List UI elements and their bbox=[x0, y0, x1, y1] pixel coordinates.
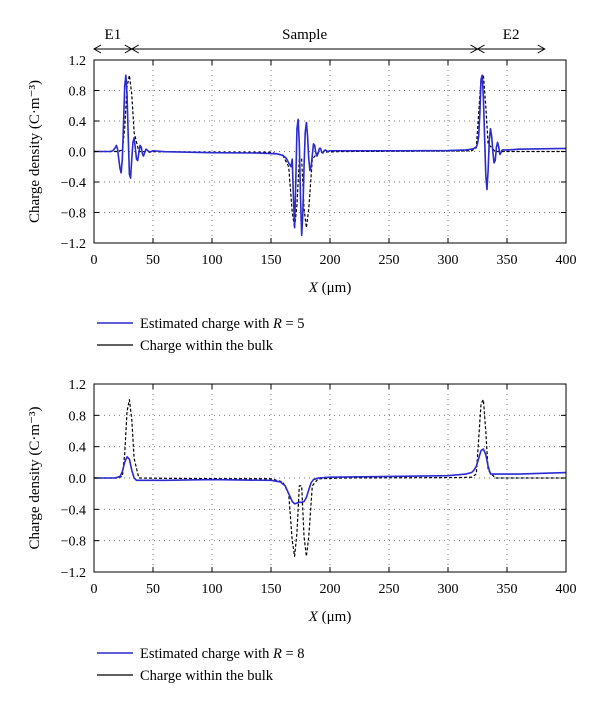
x-tick-label: 50 bbox=[146, 253, 160, 268]
series-line-estimated bbox=[94, 74, 567, 237]
y-tick-label: −1.2 bbox=[61, 566, 86, 581]
y-axis-label: Charge density (C·m⁻³) bbox=[27, 407, 43, 550]
x-tick-label: 300 bbox=[438, 582, 459, 597]
y-tick-label: 0.8 bbox=[69, 409, 87, 424]
x-tick-label: 150 bbox=[261, 253, 282, 268]
x-tick-label: 100 bbox=[202, 582, 223, 597]
chart-1: 0 50 100 150 200 250 300 350 400 −1.2 −0.8 −0.4 0.0 0… bbox=[27, 27, 577, 354]
y-tick-label: −0.8 bbox=[61, 535, 86, 550]
chart-2: 0 50 100 150 200 250 300 350 400 −1.2 −0.8 −0.4 0.0 0… bbox=[27, 378, 577, 684]
x-tick-label: 0 bbox=[91, 253, 98, 268]
y-tick-label: 0.0 bbox=[69, 146, 87, 161]
arrow-head-right bbox=[537, 44, 546, 54]
x-tick-label: 50 bbox=[146, 582, 160, 597]
arrow-head-left bbox=[476, 44, 485, 54]
region-label: Sample bbox=[282, 27, 327, 43]
x-tick-label: 200 bbox=[320, 582, 341, 597]
y-tick-label: −0.4 bbox=[61, 176, 86, 191]
series-line-bulk bbox=[94, 74, 566, 229]
y-tick-label: −0.8 bbox=[61, 207, 86, 222]
legend-entry: Charge within the bulk bbox=[140, 668, 274, 684]
x-tick-label: 350 bbox=[497, 253, 518, 268]
y-tick-label: 0.0 bbox=[69, 472, 87, 487]
y-tick-label: 1.2 bbox=[69, 54, 87, 69]
y-tick-label: −1.2 bbox=[61, 237, 86, 252]
y-axis-label: Charge density (C·m⁻³) bbox=[27, 80, 43, 223]
legend-entry: Charge within the bulk bbox=[140, 338, 274, 354]
x-tick-label: 400 bbox=[556, 582, 577, 597]
y-tick-label: 0.4 bbox=[69, 115, 87, 130]
region-markers: E1 Sample E2 bbox=[92, 27, 546, 54]
y-tick-label: 0.8 bbox=[69, 85, 87, 100]
y-tick-label: 0.4 bbox=[69, 441, 87, 456]
x-tick-label: 0 bbox=[91, 582, 98, 597]
x-tick-label: 400 bbox=[556, 253, 577, 268]
legend-entry: Estimated charge with R = 8 bbox=[140, 646, 305, 662]
x-tick-label: 250 bbox=[379, 582, 400, 597]
series-line-estimated bbox=[94, 448, 567, 505]
legend: Estimated charge with R = 5 Charge within… bbox=[97, 316, 305, 354]
x-tick-label: 350 bbox=[497, 582, 518, 597]
y-tick-label: −0.4 bbox=[61, 503, 86, 518]
y-tick-label: 1.2 bbox=[69, 378, 87, 393]
x-axis-label: X (μm) bbox=[308, 609, 352, 625]
x-tick-label: 250 bbox=[379, 253, 400, 268]
region-label: E2 bbox=[503, 27, 520, 43]
x-tick-label: 150 bbox=[261, 582, 282, 597]
region-label: E1 bbox=[105, 27, 122, 43]
arrow-head-left bbox=[130, 44, 140, 54]
x-tick-label: 200 bbox=[320, 253, 341, 268]
x-axis-label: X (μm) bbox=[308, 280, 352, 296]
x-tick-label: 300 bbox=[438, 253, 459, 268]
arrow-head-left bbox=[92, 44, 102, 54]
series-line-bulk bbox=[94, 399, 566, 557]
legend-entry: Estimated charge with R = 5 bbox=[140, 316, 305, 332]
legend: Estimated charge with R = 8 Charge within… bbox=[97, 646, 305, 684]
x-tick-label: 100 bbox=[202, 253, 223, 268]
